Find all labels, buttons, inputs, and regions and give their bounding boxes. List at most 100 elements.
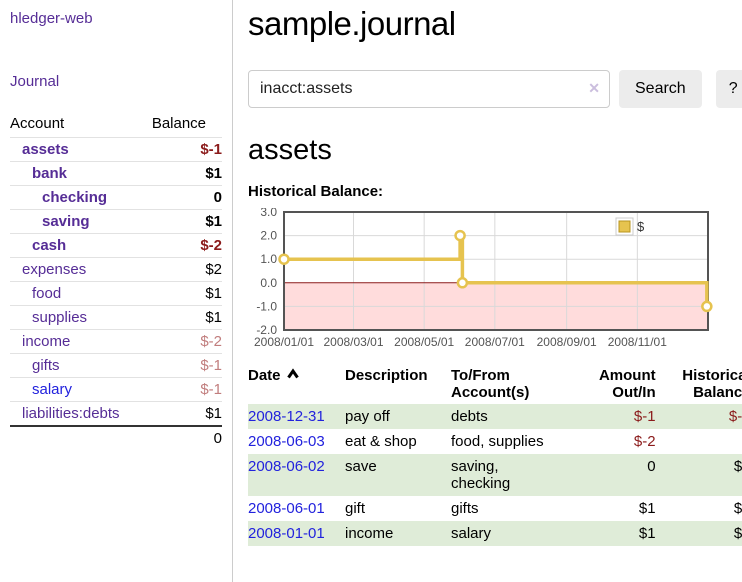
search-input[interactable] xyxy=(248,70,610,108)
svg-text:3.0: 3.0 xyxy=(260,208,277,219)
account-row: food $1 xyxy=(10,281,222,306)
sidebar: hledger-web Journal Account Balance asse… xyxy=(0,0,233,582)
account-link[interactable]: food xyxy=(32,285,62,302)
register-cell-amount: $1 xyxy=(577,521,656,546)
svg-text:1.0: 1.0 xyxy=(260,252,277,266)
account-row: income $-2 xyxy=(10,329,222,354)
main-panel: sample.journal ✕ Search ? assets Histori… xyxy=(233,0,742,582)
search-button[interactable]: Search xyxy=(619,70,702,108)
account-link[interactable]: assets xyxy=(22,141,69,158)
account-balance: $-2 xyxy=(151,233,222,258)
help-button[interactable]: ? xyxy=(715,70,742,108)
nav-journal-link[interactable]: Journal xyxy=(10,73,60,90)
svg-text:2008/11/01: 2008/11/01 xyxy=(608,335,667,349)
account-balance: $1 xyxy=(151,161,222,186)
account-balance: $2 xyxy=(151,257,222,282)
register-cell-amount: $-2 xyxy=(633,433,656,450)
clear-search-icon[interactable]: ✕ xyxy=(588,80,600,96)
account-row: checking 0 xyxy=(10,185,222,210)
account-balance: $-1 xyxy=(151,377,222,402)
register-cell-amount: $1 xyxy=(638,500,656,517)
accounts-header-balance: Balance xyxy=(151,111,222,138)
svg-text:2.0: 2.0 xyxy=(260,229,277,243)
account-row: cash $-2 xyxy=(10,233,222,258)
register-cell-description: income xyxy=(345,521,451,546)
account-balance: $1 xyxy=(151,281,222,306)
account-link[interactable]: income xyxy=(22,333,71,350)
account-link[interactable]: saving xyxy=(42,213,90,230)
register-cell-accounts: gifts xyxy=(451,500,479,517)
transaction-date-link[interactable]: 2008-06-02 xyxy=(248,458,325,475)
transaction-date-link[interactable]: 2008-12-31 xyxy=(248,408,325,425)
svg-text:-2.0: -2.0 xyxy=(256,323,277,337)
register-header-accounts: To/From Account(s) xyxy=(451,367,530,401)
register-cell-amount: 0 xyxy=(577,454,656,496)
sort-asc-icon xyxy=(286,368,299,379)
register-cell-date: 2008-06-01 xyxy=(248,496,345,521)
register-header-balance: Historical Balance xyxy=(682,367,742,401)
register-cell-date: 2008-06-02 xyxy=(248,454,345,496)
register-header-date[interactable]: Date xyxy=(248,364,345,404)
register-cell-description: eat & shop xyxy=(345,433,417,450)
register-row: 2008-06-03 eat & shop food, supplies $-20 xyxy=(248,429,742,454)
register-cell-description: pay off xyxy=(345,404,451,429)
account-link[interactable]: liabilities:debts xyxy=(22,405,120,422)
account-link[interactable]: supplies xyxy=(32,309,88,326)
transaction-date-link[interactable]: 2008-01-01 xyxy=(248,525,325,542)
account-link[interactable]: cash xyxy=(32,237,67,254)
register-cell-balance: $1 xyxy=(655,521,742,546)
account-row: supplies $1 xyxy=(10,305,222,330)
account-link[interactable]: salary xyxy=(32,381,73,398)
svg-text:2008/09/01: 2008/09/01 xyxy=(537,335,597,349)
svg-text:2008/01/01: 2008/01/01 xyxy=(254,335,314,349)
register-row: 2008-06-01 gift gifts $1 $2 xyxy=(248,496,742,521)
register-cell-accounts: salary xyxy=(451,521,578,546)
register-cell-accounts: saving, checking xyxy=(451,454,578,496)
app-brand[interactable]: hledger-web xyxy=(10,10,222,27)
svg-text:2008/07/01: 2008/07/01 xyxy=(465,335,525,349)
register-cell-balance: $-1 xyxy=(655,404,742,429)
transaction-date-link[interactable]: 2008-06-03 xyxy=(248,433,325,450)
svg-text:0.0: 0.0 xyxy=(260,276,277,290)
account-heading: assets xyxy=(248,134,332,166)
transaction-date-link[interactable]: 2008-06-01 xyxy=(248,500,325,517)
register-cell-description: gift xyxy=(345,500,366,517)
account-balance: $1 xyxy=(151,305,222,330)
register-cell-accounts: debts xyxy=(451,404,578,429)
account-balance: $-2 xyxy=(151,329,222,354)
register-cell-balance: 0 xyxy=(656,429,742,454)
accounts-header-account: Account xyxy=(10,111,152,138)
account-balance: 0 xyxy=(151,185,222,210)
svg-text:2008/05/01: 2008/05/01 xyxy=(394,335,454,349)
search-box: ✕ xyxy=(248,70,610,108)
register-table: Date Description To/From Account(s) Amou… xyxy=(248,364,742,546)
account-link[interactable]: gifts xyxy=(32,357,60,374)
chart-title: Historical Balance: xyxy=(248,183,384,200)
register-cell-date: 2008-06-03 xyxy=(248,429,345,454)
accounts-header-row: Account Balance xyxy=(10,111,222,138)
account-balance: $1 xyxy=(151,401,222,426)
svg-text:2008/03/01: 2008/03/01 xyxy=(323,335,383,349)
account-row: bank $1 xyxy=(10,161,222,186)
app-brand-link[interactable]: hledger-web xyxy=(10,10,93,27)
account-link[interactable]: expenses xyxy=(22,261,87,278)
account-balance: $-1 xyxy=(200,141,222,158)
account-row: assets $-1 xyxy=(10,138,222,162)
accounts-table: Account Balance assets $-1 bank $1 checking 0… xyxy=(10,111,222,450)
account-row: saving $1 xyxy=(10,209,222,234)
register-cell-description: save xyxy=(345,454,451,496)
accounts-total-row: 0 xyxy=(10,425,222,450)
account-row: expenses $2 xyxy=(10,257,222,282)
register-header-amount: Amount Out/In xyxy=(598,367,656,401)
account-link[interactable]: checking xyxy=(42,189,108,206)
svg-text:$: $ xyxy=(637,219,645,234)
page-title: sample.journal xyxy=(248,5,456,42)
register-cell-accounts: food, supplies xyxy=(451,433,544,450)
account-link[interactable]: bank xyxy=(32,165,68,182)
account-balance: $1 xyxy=(151,209,222,234)
register-header-row: Date Description To/From Account(s) Amou… xyxy=(248,364,742,404)
